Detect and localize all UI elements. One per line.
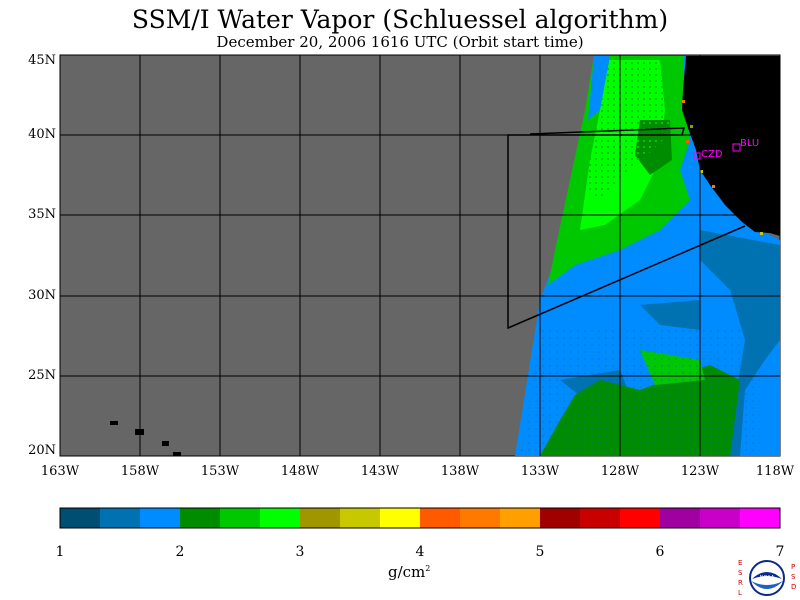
colorbar	[60, 508, 781, 528]
coast-speckles	[682, 100, 763, 235]
colorbar-swatch	[420, 508, 461, 528]
noaa-logo-gull	[752, 572, 782, 579]
lon-label-128w: 128W	[600, 464, 640, 479]
logo-left-l: L	[738, 589, 742, 597]
lat-label-30n: 30N	[28, 288, 56, 303]
colorbar-tick-5: 5	[535, 544, 545, 560]
colorbar-tick-2: 2	[175, 544, 185, 560]
noaa-logo-lower	[751, 581, 783, 589]
lon-label-153w: 153W	[200, 464, 240, 479]
colorbar-swatch	[660, 508, 701, 528]
colorbar-swatch	[260, 508, 301, 528]
colorbar-swatch	[300, 508, 341, 528]
colorbar-swatch	[500, 508, 541, 528]
map-subtitle: December 20, 2006 1616 UTC (Orbit start …	[216, 33, 584, 51]
colorbar-swatch	[100, 508, 141, 528]
lat-label-35n: 35N	[28, 207, 56, 222]
station-blu-label: BLU	[740, 138, 759, 149]
lon-label-118w: 118W	[755, 464, 795, 479]
colorbar-swatch	[700, 508, 741, 528]
colorbar-swatch	[180, 508, 221, 528]
lat-label-45n: 45N	[28, 53, 56, 68]
station-czd-label: CZD	[701, 149, 723, 160]
map-title: SSM/I Water Vapor (Schluessel algorithm)	[131, 5, 669, 34]
colorbar-units-exponent: 2	[425, 564, 431, 573]
analysis-region-outline	[507, 127, 746, 330]
logo-right-p: P	[791, 563, 795, 571]
swath-darkblue-region	[700, 230, 780, 456]
logo-left-r: R	[738, 579, 743, 587]
logo-left-s: S	[738, 569, 743, 577]
colorbar-swatch	[540, 508, 581, 528]
lat-label-20n: 20N	[28, 443, 56, 458]
colorbar-swatch	[460, 508, 501, 528]
station-blu-marker	[732, 143, 741, 152]
colorbar-tick-1: 1	[55, 544, 65, 560]
lon-label-158w: 158W	[120, 464, 160, 479]
lon-label-148w: 148W	[280, 464, 320, 479]
logo-right-s: S	[791, 573, 796, 581]
lon-label-123w: 123W	[680, 464, 720, 479]
colorbar-swatch	[620, 508, 661, 528]
lon-label-138w: 138W	[440, 464, 480, 479]
swath-darkblue-region-2	[640, 300, 700, 330]
logo-right-d: D	[791, 583, 796, 591]
colorbar-swatch	[380, 508, 421, 528]
land-coast	[682, 56, 780, 236]
lon-label-133w: 133W	[520, 464, 560, 479]
colorbar-tick-4: 4	[415, 544, 425, 560]
lon-label-163w: 163W	[40, 464, 80, 479]
colorbar-swatch	[340, 508, 381, 528]
lat-label-25n: 25N	[28, 368, 56, 383]
colorbar-tick-3: 3	[295, 544, 305, 560]
colorbar-frame	[59, 507, 781, 529]
colorbar-tick-6: 6	[655, 544, 665, 560]
colorbar-swatch	[140, 508, 181, 528]
colorbar-swatch	[740, 508, 781, 528]
noaa-logo-text: NOAA	[760, 575, 775, 581]
lat-label-40n: 40N	[28, 127, 56, 142]
graticule	[60, 55, 780, 456]
colorbar-swatch	[220, 508, 261, 528]
colorbar-units-base: g/cm	[388, 563, 426, 581]
lon-label-143w: 143W	[360, 464, 400, 479]
colorbar-swatch	[580, 508, 621, 528]
swath-lower-dots	[520, 330, 760, 456]
station-czd-marker	[693, 152, 701, 160]
colorbar-swatch	[60, 508, 101, 528]
swath-topedge-blue	[588, 56, 610, 120]
logo-left-e: E	[738, 559, 742, 567]
esrl-psd-noaa-logo: E S R L P S D NOAA	[738, 559, 796, 597]
colorbar-tick-7: 7	[775, 544, 785, 560]
colorbar-units: g/cm2	[388, 563, 430, 581]
